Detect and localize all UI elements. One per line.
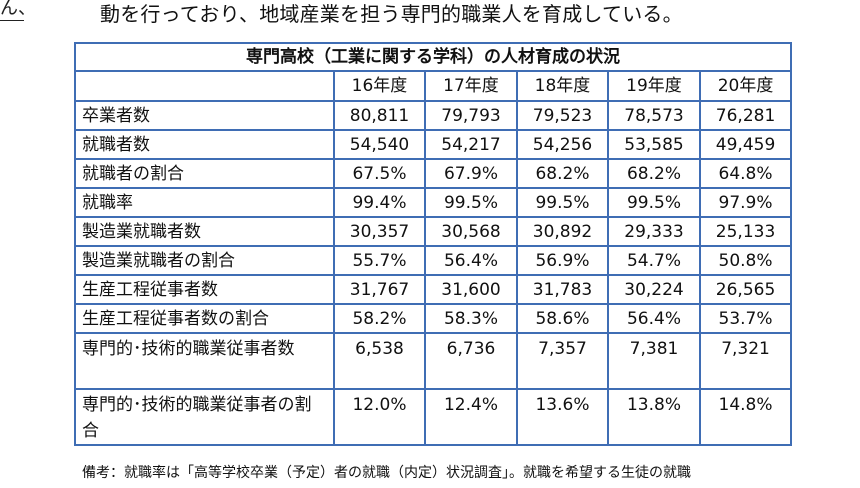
table-row: 専門的･技術的職業従事者数 6,538 6,736 7,357 7,381 7,321	[74, 332, 793, 390]
row-label: 生産工程従事者数の割合	[74, 303, 335, 334]
value-cell: 99.5%	[607, 187, 701, 218]
value-cell: 25,133	[698, 216, 793, 247]
value-cell: 53,585	[607, 129, 701, 160]
table-row: 生産工程従事者数 31,767 31,600 31,783 30,224 26,565	[74, 274, 793, 305]
value-cell: 80,811	[333, 100, 426, 131]
header-empty-cell	[74, 70, 335, 102]
row-label: 就職率	[74, 187, 335, 218]
intro-paragraph: 動を行っており、地域産業を担う専門的職業人を育成している。	[100, 2, 683, 26]
value-cell: 58.6%	[516, 303, 609, 334]
value-cell: 26,565	[698, 274, 793, 305]
value-cell: 55.7%	[333, 245, 426, 276]
value-cell: 30,568	[424, 216, 518, 247]
table-row: 就職者の割合 67.5% 67.9% 68.2% 68.2% 64.8%	[74, 158, 793, 189]
table-row: 就職率 99.4% 99.5% 99.5% 99.5% 97.9%	[74, 187, 793, 218]
value-cell: 14.8%	[698, 388, 793, 446]
year-header: 19年度	[607, 70, 701, 102]
value-cell: 13.8%	[607, 388, 701, 446]
value-cell: 54,540	[333, 129, 426, 160]
table-row: 専門的･技術的職業従事者の割合 12.0% 12.4% 13.6% 13.8% 14.8%	[74, 388, 793, 446]
table-row: 製造業就職者の割合 55.7% 56.4% 56.9% 54.7% 50.8%	[74, 245, 793, 276]
value-cell: 58.3%	[424, 303, 518, 334]
value-cell: 12.0%	[333, 388, 426, 446]
value-cell: 13.6%	[516, 388, 609, 446]
value-cell: 30,357	[333, 216, 426, 247]
value-cell: 78,573	[607, 100, 701, 131]
value-cell: 7,381	[607, 332, 701, 390]
value-cell: 54,256	[516, 129, 609, 160]
value-cell: 30,892	[516, 216, 609, 247]
value-cell: 31,600	[424, 274, 518, 305]
row-label: 卒業者数	[74, 100, 335, 131]
row-label: 製造業就職者の割合	[74, 245, 335, 276]
footnote: 備考：就職率は「高等学校卒業（予定）者の就職（内定）状況調査」。就職を希望する生…	[82, 465, 691, 481]
margin-fragment-text: ん、	[0, 0, 26, 19]
table-row: 生産工程従事者数の割合 58.2% 58.3% 58.6% 56.4% 53.7%	[74, 303, 793, 334]
value-cell: 79,523	[516, 100, 609, 131]
table-row: 製造業就職者数 30,357 30,568 30,892 29,333 25,133	[74, 216, 793, 247]
value-cell: 50.8%	[698, 245, 793, 276]
value-cell: 97.9%	[698, 187, 793, 218]
row-label: 就職者数	[74, 129, 335, 160]
value-cell: 53.7%	[698, 303, 793, 334]
row-label: 製造業就職者数	[74, 216, 335, 247]
table-body: 卒業者数 80,811 79,793 79,523 78,573 76,281 就職者数 54…	[74, 100, 793, 446]
value-cell: 49,459	[698, 129, 793, 160]
table-row: 卒業者数 80,811 79,793 79,523 78,573 76,281	[74, 100, 793, 131]
value-cell: 7,357	[516, 332, 609, 390]
value-cell: 54,217	[424, 129, 518, 160]
value-cell: 56.4%	[607, 303, 701, 334]
year-header: 18年度	[516, 70, 609, 102]
margin-text-fragment: ん、	[0, 0, 26, 42]
margin-underline	[0, 20, 24, 21]
value-cell: 58.2%	[333, 303, 426, 334]
value-cell: 76,281	[698, 100, 793, 131]
value-cell: 99.5%	[424, 187, 518, 218]
value-cell: 7,321	[698, 332, 793, 390]
value-cell: 67.5%	[333, 158, 426, 189]
row-label: 専門的･技術的職業従事者数	[74, 332, 335, 390]
value-cell: 12.4%	[424, 388, 518, 446]
value-cell: 29,333	[607, 216, 701, 247]
value-cell: 68.2%	[516, 158, 609, 189]
year-header: 17年度	[424, 70, 518, 102]
row-label: 専門的･技術的職業従事者の割合	[74, 388, 335, 446]
year-header: 16年度	[333, 70, 426, 102]
value-cell: 56.4%	[424, 245, 518, 276]
table-row: 就職者数 54,540 54,217 54,256 53,585 49,459	[74, 129, 793, 160]
value-cell: 31,767	[333, 274, 426, 305]
table-caption: 専門高校（工業に関する学科）の人材育成の状況	[73, 42, 793, 72]
value-cell: 31,783	[516, 274, 609, 305]
value-cell: 68.2%	[607, 158, 701, 189]
value-cell: 99.4%	[333, 187, 426, 218]
value-cell: 56.9%	[516, 245, 609, 276]
value-cell: 79,793	[424, 100, 518, 131]
year-header: 20年度	[698, 70, 793, 102]
value-cell: 54.7%	[607, 245, 701, 276]
value-cell: 6,736	[424, 332, 518, 390]
value-cell: 99.5%	[516, 187, 609, 218]
row-label: 就職者の割合	[74, 158, 335, 189]
value-cell: 30,224	[607, 274, 701, 305]
row-label: 生産工程従事者数	[74, 274, 335, 305]
value-cell: 64.8%	[698, 158, 793, 189]
value-cell: 6,538	[333, 332, 426, 390]
training-status-table: 専門高校（工業に関する学科）の人材育成の状況 16年度 17年度 18年度 19…	[73, 42, 793, 446]
value-cell: 67.9%	[424, 158, 518, 189]
